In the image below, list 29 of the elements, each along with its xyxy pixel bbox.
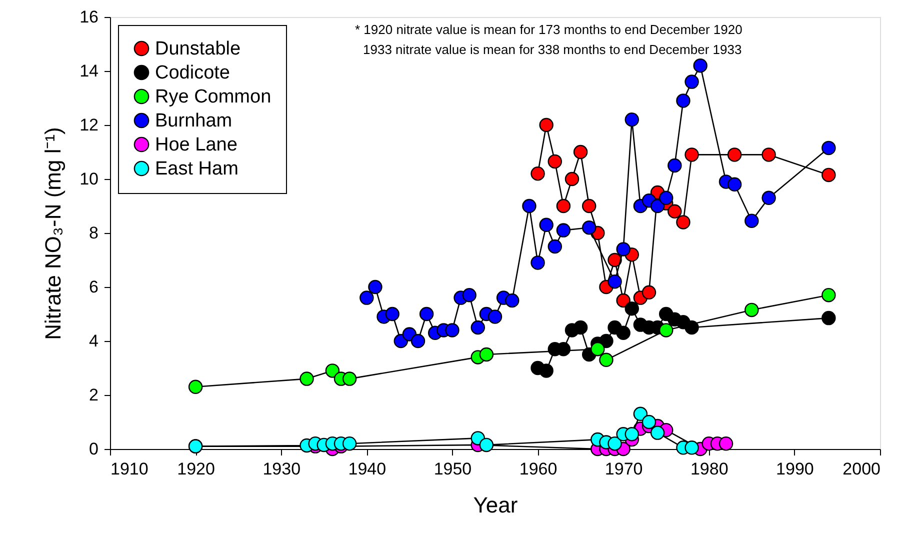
y-tick-label: 8 [89,224,98,242]
x-tick-label: 1970 [604,460,643,478]
legend-label: Dunstable [155,38,241,60]
x-tick-label: 1950 [434,460,472,478]
y-tick-label: 2 [89,386,98,404]
y-tick-label: 10 [80,170,98,188]
y-tick-label: 4 [89,332,98,350]
legend-label: Burnham [155,110,232,132]
x-axis-title: Year [473,492,518,518]
y-tick-label: 6 [89,278,98,296]
y-tick-label: 0 [89,440,98,458]
legend-label: East Ham [155,158,238,180]
legend-label: Codicote [155,62,230,84]
y-tick-label: 16 [80,8,98,26]
y-axis-title: Nitrate NO₃-N (mg l⁻¹) [40,127,66,340]
y-tick-label: 12 [80,116,98,134]
x-tick-label: 1920 [177,460,215,478]
legend-label: Rye Common [155,86,272,108]
annotation: * 1920 nitrate value is mean for 173 months to end December 1920 [355,22,742,37]
x-tick-label: 1940 [348,460,386,478]
x-tick-label: 1990 [776,460,814,478]
legend-label: Hoe Lane [155,134,238,156]
x-tick-label: 1910 [110,460,148,478]
x-tick-label: 2000 [842,460,880,478]
x-tick-label: 1980 [690,460,728,478]
x-tick-label: 1960 [519,460,558,478]
annotation: 1933 nitrate value is mean for 338 months to end December 1933 [363,42,742,57]
y-tick-label: 14 [80,62,98,80]
x-tick-label: 1930 [262,460,301,478]
